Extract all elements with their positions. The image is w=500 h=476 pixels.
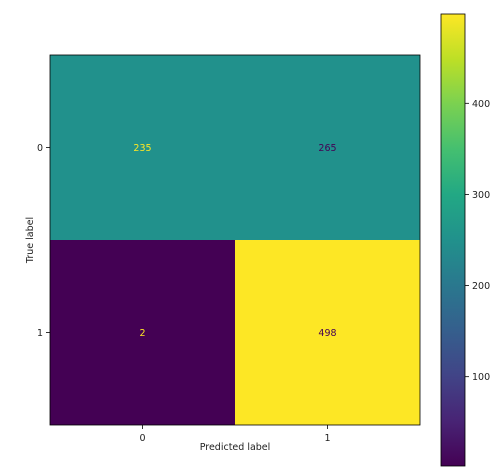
cell-value-0-0: 235 xyxy=(133,143,151,154)
cell-value-1-1: 498 xyxy=(318,328,336,339)
x-tick-label: 0 xyxy=(139,433,145,444)
colorbar-tick-label: 100 xyxy=(472,372,490,383)
colorbar-tick-label: 200 xyxy=(472,281,490,292)
colorbar-ticks: 100 200 300 400 xyxy=(465,99,490,383)
heatmap-cells xyxy=(50,55,420,425)
heatmap-cell-labels: 235 265 2 498 xyxy=(133,143,336,339)
y-axis: 01 xyxy=(37,143,50,339)
cell-value-1-0: 2 xyxy=(139,328,145,339)
x-tick-label: 1 xyxy=(324,433,330,444)
heatmap-cell-0-1 xyxy=(235,55,420,240)
y-tick-label: 1 xyxy=(37,328,43,339)
heatmap-cell-1-1 xyxy=(235,240,420,425)
heatmap-cell-1-0 xyxy=(50,240,235,425)
colorbar-frame xyxy=(440,13,466,467)
y-tick-label: 0 xyxy=(37,143,43,154)
colorbar-tick-label: 300 xyxy=(472,190,490,201)
cell-value-0-1: 265 xyxy=(318,143,336,154)
y-axis-label: True label xyxy=(25,217,36,264)
plot-frame xyxy=(49,54,421,426)
colorbar-gradient xyxy=(441,14,465,466)
x-axis-label: Predicted label xyxy=(200,442,271,453)
colorbar-tick-label: 400 xyxy=(472,99,490,110)
colorbar: 100 200 300 400 xyxy=(440,13,490,467)
heatmap-cell-0-0 xyxy=(50,55,235,240)
heatmap-plot-area: 235 265 2 498 xyxy=(49,54,421,426)
